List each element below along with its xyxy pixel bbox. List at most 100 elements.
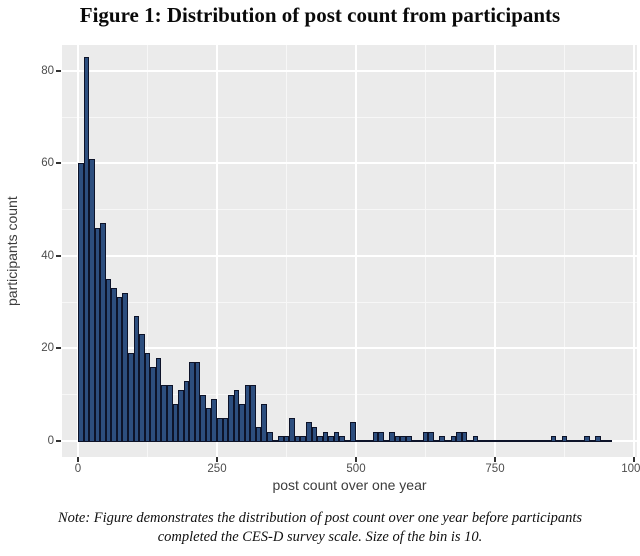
histogram-bar: [595, 436, 601, 442]
figure-note-line2: completed the CES-D survey scale. Size o…: [157, 529, 483, 546]
histogram-bar: [378, 431, 384, 442]
histogram-bar: [161, 385, 167, 442]
histogram-bar: [83, 57, 90, 442]
histogram-bar: [428, 431, 434, 442]
x-axis-tick: [77, 457, 79, 462]
histogram-bar: [217, 417, 223, 442]
histogram-bar: [333, 431, 340, 442]
histogram-bar: [456, 431, 462, 442]
histogram-bar: [255, 426, 262, 442]
gridline-v-major: [355, 45, 357, 457]
gridline-h-major: [62, 162, 637, 165]
histogram-bar: [139, 334, 145, 442]
histogram-bar: [111, 288, 117, 442]
gridline-h-major: [62, 347, 637, 350]
histogram-bar: [178, 389, 184, 442]
y-axis-title: participants count: [4, 196, 20, 306]
histogram-bar: [211, 399, 217, 442]
gridline-v-minor: [563, 45, 565, 457]
histogram-bar: [222, 417, 229, 442]
x-axis-tick-label: 750: [485, 463, 505, 475]
histogram-bar: [183, 380, 190, 442]
histogram-bar: [100, 223, 106, 442]
gridline-h-major: [62, 69, 637, 72]
histogram-bar: [261, 403, 268, 442]
gridline-v-minor: [425, 45, 426, 457]
histogram-bar: [228, 394, 234, 442]
histogram-bar: [317, 436, 323, 442]
gridline-v-major: [632, 45, 635, 457]
histogram-bar: [389, 431, 395, 442]
y-axis-tick: [56, 439, 61, 442]
histogram-bar: [155, 357, 162, 442]
histogram-bar: [394, 436, 401, 442]
histogram-bar: [461, 431, 468, 442]
gridline-h-minor: [62, 209, 637, 211]
x-axis-tick-label: 250: [207, 463, 227, 475]
gridline-h-minor: [62, 301, 637, 303]
histogram-bar: [450, 436, 457, 442]
histogram-bar: [305, 422, 312, 442]
x-axis-tick: [632, 457, 635, 462]
plot-panel: [62, 45, 637, 457]
histogram-bar: [194, 362, 201, 442]
x-axis-tick-label: 0: [74, 463, 82, 475]
histogram-bar: [350, 422, 356, 442]
y-axis-tick-label: 60: [41, 157, 54, 170]
histogram-bar: [94, 228, 101, 442]
histogram-bar: [472, 436, 479, 442]
histogram-bar: [550, 436, 557, 442]
y-axis-tick: [56, 162, 61, 165]
gridline-h-minor: [62, 116, 637, 118]
histogram-bar: [205, 408, 212, 442]
gridline-v-major: [216, 45, 218, 457]
gridline-h-minor: [62, 394, 637, 396]
histogram-bar: [583, 436, 590, 442]
histogram-bar: [300, 436, 306, 442]
histogram-bar: [144, 352, 151, 442]
x-axis-tick: [216, 457, 218, 462]
histogram-bar: [283, 436, 290, 442]
histogram-bar: [244, 385, 251, 442]
histogram-bar: [422, 431, 429, 442]
figure-title: Figure 1: Distribution of post count fro…: [79, 3, 561, 27]
histogram-bar: [311, 426, 318, 442]
x-axis-tick: [494, 457, 496, 462]
y-axis-tick-label: 80: [41, 64, 54, 77]
histogram-bar: [400, 436, 407, 442]
histogram-bar: [250, 385, 256, 442]
y-axis-tick-label: 20: [41, 342, 54, 355]
y-axis-tick: [56, 69, 61, 72]
histogram-bar: [328, 436, 334, 442]
histogram-bar: [128, 352, 134, 442]
histogram-bar: [233, 389, 240, 442]
histogram-bar: [561, 436, 568, 442]
x-axis-title: post count over one year: [272, 477, 427, 493]
gridline-v-minor: [286, 45, 287, 457]
histogram-bar: [239, 403, 245, 442]
histogram-bar: [289, 417, 295, 442]
histogram-bar: [133, 315, 140, 442]
histogram-bar: [122, 292, 129, 442]
histogram-bar: [189, 362, 195, 442]
y-axis-tick-label: 40: [41, 249, 54, 262]
y-axis-tick-label: 0: [47, 434, 54, 447]
y-axis-tick: [56, 347, 61, 350]
histogram-baseline: [78, 439, 612, 442]
histogram-bar: [278, 436, 284, 442]
figure-note: Note: Figure demonstrates the distributi…: [0, 509, 640, 547]
figure-note-line1: Note: Figure demonstrates the distributi…: [57, 510, 583, 526]
histogram-bar: [322, 431, 329, 442]
x-axis-tick: [355, 457, 357, 462]
histogram-bar: [116, 297, 123, 442]
histogram-bar: [89, 158, 95, 442]
histogram-bar: [339, 436, 345, 442]
x-axis-tick-label: 500: [346, 463, 366, 475]
histogram-bar: [172, 403, 179, 442]
histogram-bar: [439, 436, 445, 442]
histogram-bar: [78, 163, 84, 442]
histogram-bar: [294, 436, 301, 442]
histogram-bar: [406, 436, 412, 442]
